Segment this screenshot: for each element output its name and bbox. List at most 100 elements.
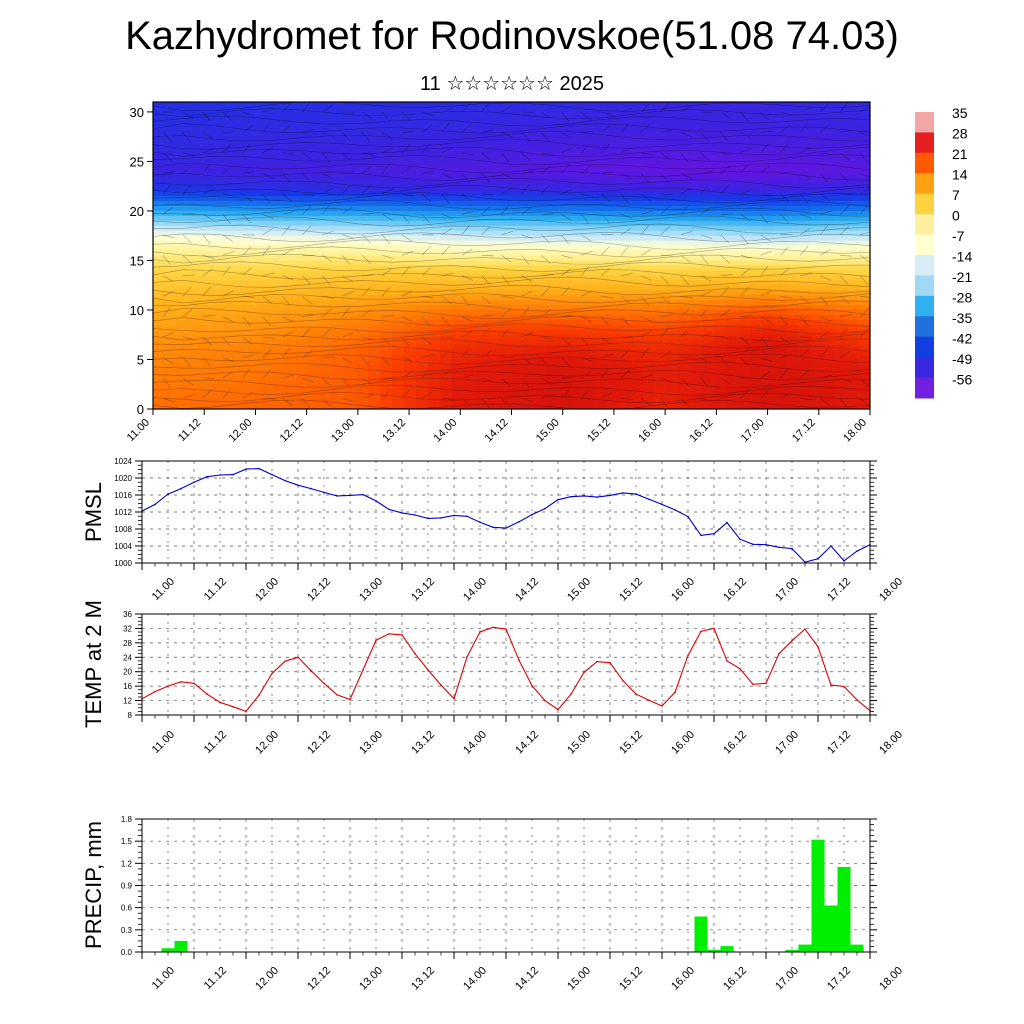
heatmap-cell	[535, 339, 548, 346]
heatmap-cell	[654, 171, 668, 177]
heatmap-cell	[726, 285, 740, 291]
wind-barb	[581, 250, 593, 256]
heatmap-cell	[810, 285, 823, 291]
heatmap-cell	[858, 176, 870, 182]
heatmap-cell	[511, 201, 525, 207]
heatmap-cell	[451, 260, 465, 266]
heatmap-cell	[188, 102, 202, 108]
heatmap-cell	[236, 220, 250, 227]
heatmap-cell	[463, 161, 477, 167]
heatmap-cell	[332, 186, 345, 192]
heatmap-cell	[380, 205, 393, 212]
heatmap-cell	[654, 126, 668, 133]
wind-barb	[182, 213, 195, 215]
heatmap-cell	[583, 275, 596, 281]
heatmap-cell	[415, 339, 429, 346]
heatmap-cell	[738, 240, 752, 247]
heatmap-cell	[750, 309, 764, 316]
series-point	[362, 669, 364, 671]
heatmap-cell	[583, 344, 596, 351]
heatmap-cell	[738, 171, 752, 177]
heatmap-cell	[380, 156, 393, 163]
y-tick-label: 16	[123, 682, 132, 691]
heatmap-cell	[380, 255, 393, 262]
heatmap-cell	[642, 389, 656, 395]
wind-barb	[820, 374, 832, 379]
heatmap-cell	[654, 344, 668, 351]
heatmap-cell	[356, 166, 369, 172]
wind-barb	[362, 111, 373, 119]
heatmap-cell	[380, 196, 393, 202]
heatmap-cell	[714, 359, 728, 366]
heatmap-cell	[750, 201, 764, 207]
heatmap-cell	[834, 384, 847, 390]
heatmap-cell	[164, 389, 178, 395]
heatmap-cell	[499, 235, 513, 242]
heatmap-cell	[463, 309, 477, 316]
heatmap-cell	[834, 339, 847, 346]
heatmap-cell	[571, 339, 584, 346]
heatmap-cell	[822, 384, 835, 390]
heatmap-cell	[595, 102, 608, 108]
heatmap-cell	[846, 201, 859, 207]
heatmap-cell	[726, 290, 740, 296]
wind-barb	[521, 132, 530, 142]
heatmap-cell	[583, 270, 596, 276]
heatmap-cell	[858, 111, 870, 118]
heatmap-cell	[750, 186, 764, 192]
heatmap-cell	[392, 210, 405, 217]
heatmap-cell	[368, 161, 381, 167]
heatmap-cell	[726, 265, 740, 271]
heatmap-cell	[272, 374, 286, 380]
heatmap-cell	[463, 275, 477, 281]
heatmap-cell	[690, 359, 704, 366]
heatmap-cell	[738, 300, 752, 306]
heatmap-cell	[153, 300, 166, 306]
heatmap-cell	[595, 250, 608, 257]
heatmap-cell	[798, 196, 811, 202]
y-tick-label: 1.5	[121, 837, 133, 846]
heatmap-cell	[619, 235, 632, 242]
wind-barb	[760, 111, 770, 121]
heatmap-cell	[224, 205, 238, 212]
heatmap-cell	[738, 265, 752, 271]
heatmap-cell	[822, 141, 835, 148]
heatmap-cell	[212, 374, 226, 380]
wind-barb	[601, 353, 613, 358]
heatmap-cell	[750, 329, 764, 336]
colorbar-label: -49	[952, 351, 972, 367]
x-tick-label: 18.00	[877, 576, 905, 604]
heatmap-cell	[774, 404, 787, 409]
x-tick-label: 13.12	[409, 965, 437, 993]
y-tick-label: 0.0	[121, 948, 133, 957]
heatmap-cell	[380, 389, 393, 395]
heatmap-cell	[224, 329, 238, 336]
heatmap-cell	[475, 210, 489, 217]
heatmap-cell	[356, 399, 369, 405]
heatmap-y-tick-label: 5	[137, 352, 144, 367]
heatmap-cell	[212, 181, 226, 187]
heatmap-cell	[750, 225, 764, 232]
heatmap-cell	[320, 116, 333, 123]
heatmap-cell	[188, 404, 202, 409]
heatmap-cell	[176, 201, 190, 207]
heatmap-cell	[666, 225, 680, 232]
heatmap-cell	[284, 329, 297, 336]
heatmap-cell	[200, 364, 214, 370]
heatmap-cell	[726, 141, 740, 148]
heatmap-cell	[858, 404, 870, 409]
heatmap-cell	[188, 319, 202, 326]
heatmap-cell	[858, 171, 870, 177]
heatmap-cell	[738, 364, 752, 370]
series-point	[648, 699, 650, 701]
heatmap-cell	[583, 295, 596, 301]
heatmap-cell	[738, 285, 752, 291]
heatmap-cell	[356, 136, 369, 143]
wind-barb	[700, 332, 713, 338]
heatmap-cell	[332, 250, 345, 257]
heatmap-cell	[164, 384, 178, 390]
heatmap-cell	[631, 146, 644, 153]
heatmap-cell	[200, 280, 214, 286]
heatmap-cell	[762, 141, 775, 148]
heatmap-cell	[666, 156, 680, 163]
